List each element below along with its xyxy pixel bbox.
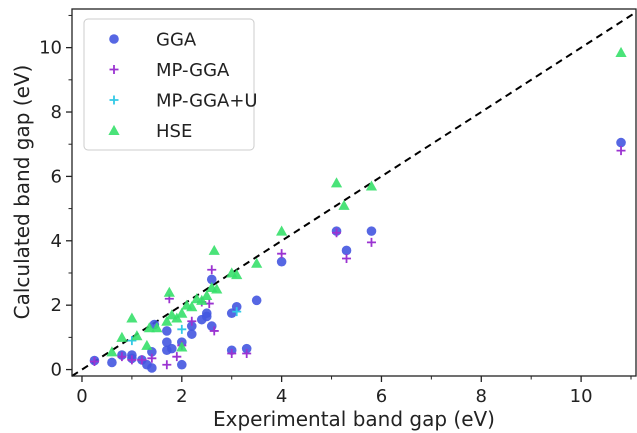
data-point-mp-gga (172, 352, 182, 362)
y-tick-label: 10 (39, 38, 62, 59)
data-point-gga (251, 295, 262, 306)
data-point-hse (131, 330, 143, 341)
legend-marker (109, 34, 119, 44)
data-point-mp-gga (366, 237, 376, 247)
legend-entry: GGA (109, 30, 197, 51)
legend-label: MP-GGA (156, 60, 230, 81)
data-point-mp-gga (127, 355, 137, 365)
data-point-gga (186, 329, 197, 339)
data-point-mp-gga (207, 265, 217, 275)
data-point-mp-gga (342, 253, 352, 263)
data-point-hse (615, 46, 627, 57)
x-axis-title: Experimental band gap (eV) (213, 407, 495, 431)
data-point-gga (341, 245, 352, 256)
data-point-hse (176, 307, 188, 318)
legend-marker (109, 65, 119, 74)
data-point-mp-gga (332, 228, 342, 238)
data-point-hse (151, 322, 163, 333)
legend-label: GGA (156, 30, 197, 51)
y-tick-label: 0 (51, 360, 62, 381)
data-point-mp-gga (117, 352, 127, 362)
data-point-hse (161, 315, 173, 326)
legend-marker (108, 124, 120, 135)
series-mp-gga (89, 146, 626, 370)
y-tick-label: 6 (51, 166, 62, 187)
data-point-hse (106, 346, 118, 357)
data-point-hse (251, 257, 263, 268)
data-point-gga (201, 308, 212, 319)
data-point-hse (211, 283, 223, 294)
data-point-gga (167, 343, 177, 354)
data-point-mp-gga (227, 348, 237, 358)
data-point-gga (127, 350, 137, 360)
data-point-mp-gga (137, 355, 147, 365)
data-point-gga (366, 226, 377, 236)
x-tick-label: 8 (476, 386, 487, 407)
axes-layer: 0 2 4 6 8 10 0 2 4 6 8 10 (39, 14, 632, 407)
data-point-gga (241, 343, 252, 354)
series-mp-gga-u (127, 307, 242, 346)
data-point-mp-gga (616, 146, 626, 156)
series-gga (89, 137, 626, 373)
data-point-hse (116, 331, 128, 342)
data-point-mp-gga-u (232, 307, 242, 317)
data-point-gga (186, 321, 197, 331)
data-point-mp-gga (187, 316, 197, 326)
x-tick-label: 4 (276, 386, 287, 407)
legend-marker (109, 95, 119, 105)
data-point-hse (231, 268, 243, 280)
data-point-mp-gga (277, 249, 287, 259)
data-point-mp-gga (147, 353, 157, 363)
data-point-gga (276, 256, 287, 267)
data-point-gga (231, 301, 242, 312)
reference-line (71, 11, 637, 377)
legend-label: HSE (156, 121, 192, 142)
plot-frame (71, 8, 637, 377)
x-tick-label: 0 (76, 386, 87, 407)
data-point-gga (162, 326, 172, 336)
data-point-mp-gga (242, 348, 252, 358)
series-hse (106, 46, 627, 357)
data-point-hse (201, 289, 213, 300)
x-tick-label: 10 (570, 386, 593, 407)
data-point-hse (186, 301, 198, 312)
data-point-mp-gga-u (177, 324, 187, 334)
data-point-hse (276, 225, 288, 236)
data-point-gga (206, 274, 217, 285)
y-axis-title: Calculated band gap (eV) (10, 65, 34, 320)
data-point-gga (616, 137, 626, 148)
legend-entry: HSE (108, 121, 192, 142)
legend-box (83, 18, 255, 151)
data-point-gga (177, 359, 187, 370)
data-point-hse (176, 341, 188, 352)
data-point-gga (147, 363, 157, 373)
legend: GGA MP-GGA MP-GGA+U HSE (83, 18, 258, 151)
data-point-hse (163, 286, 175, 297)
data-point-mp-gga (162, 360, 172, 370)
x-tick-label: 2 (176, 386, 187, 407)
legend-entry: MP-GGA (109, 60, 230, 81)
points-layer (89, 46, 627, 373)
data-point-hse (365, 180, 378, 191)
data-point-mp-gga-u (127, 336, 137, 346)
y-tick-label: 4 (51, 231, 62, 252)
data-point-hse (338, 199, 350, 210)
data-point-hse (208, 244, 220, 255)
x-tick-label: 6 (376, 386, 387, 407)
legend-items: GGA MP-GGA MP-GGA+U HSE (108, 30, 258, 142)
data-point-hse (141, 339, 153, 350)
data-point-hse (330, 177, 343, 188)
legend-entry: MP-GGA+U (109, 91, 258, 112)
data-point-hse (126, 312, 138, 323)
legend-label: MP-GGA+U (156, 91, 258, 112)
y-tick-label: 8 (51, 102, 62, 123)
data-point-hse (143, 322, 155, 333)
data-point-mp-gga (209, 326, 219, 336)
data-point-mp-gga (89, 357, 99, 367)
y-tick-label: 2 (51, 295, 62, 316)
data-point-gga (107, 357, 117, 368)
